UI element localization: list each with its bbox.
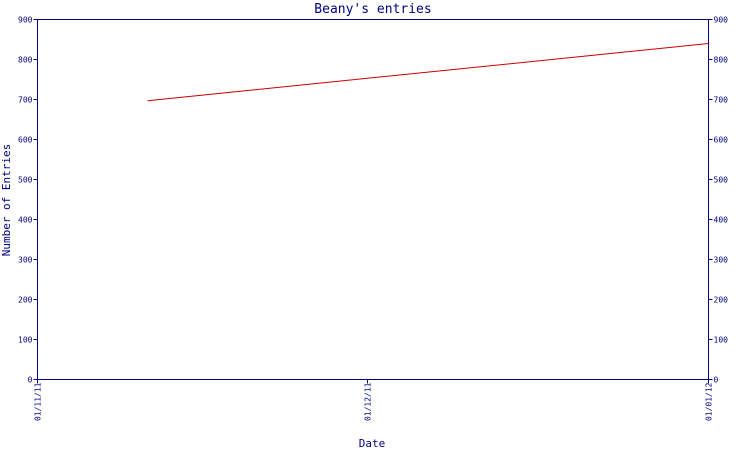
- y-tick-label-left: 500: [18, 176, 33, 185]
- y-tick-label-left: 900: [18, 16, 33, 25]
- y-tick-label-right: 200: [714, 296, 729, 305]
- x-tick-label: 01/01/12: [705, 382, 714, 421]
- plot-frame: [37, 19, 709, 380]
- y-tick-label-right: 600: [714, 136, 729, 145]
- y-axis-right: 0 100 200 300 400 500 600 700 800 900: [708, 16, 729, 385]
- y-tick-label-right: 900: [714, 16, 729, 25]
- y-tick-label-left: 300: [18, 256, 33, 265]
- series-layer: [147, 43, 709, 102]
- y-tick-label-left: 100: [18, 336, 33, 345]
- y-tick-label-right: 500: [714, 176, 729, 185]
- series-line: [147, 43, 709, 102]
- y-axis-label: Number of Entries: [0, 144, 13, 257]
- y-tick-label-left: 600: [18, 136, 33, 145]
- chart-title: Beany's entries: [314, 2, 431, 17]
- y-tick-label-right: 0: [714, 376, 719, 385]
- y-tick-label-right: 300: [714, 256, 729, 265]
- x-axis-label: Date: [359, 437, 386, 450]
- y-tick-label-right: 400: [714, 216, 729, 225]
- y-tick-label-left: 0: [28, 376, 33, 385]
- y-tick-label-left: 800: [18, 56, 33, 65]
- y-tick-label-left: 200: [18, 296, 33, 305]
- y-tick-label-right: 800: [714, 56, 729, 65]
- y-tick-label-left: 700: [18, 96, 33, 105]
- y-axis-left: 0 100 200 300 400 500 600 700 800 900: [18, 16, 38, 385]
- y-tick-label-right: 700: [714, 96, 729, 105]
- x-axis: 01/11/11 01/12/11 01/01/12: [34, 379, 714, 421]
- y-tick-label-right: 100: [714, 336, 729, 345]
- x-tick-label: 01/11/11: [34, 382, 43, 421]
- y-tick-label-left: 400: [18, 216, 33, 225]
- x-tick-label: 01/12/11: [364, 382, 373, 421]
